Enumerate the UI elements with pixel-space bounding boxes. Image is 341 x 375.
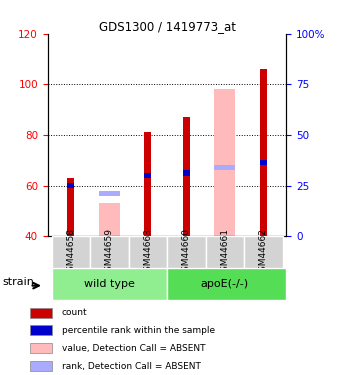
Bar — [30, 343, 52, 353]
Text: GSM44658: GSM44658 — [66, 228, 75, 277]
Bar — [51, 236, 90, 268]
Bar — [99, 203, 120, 236]
Bar — [260, 69, 267, 236]
Bar — [30, 326, 52, 336]
Text: wild type: wild type — [84, 279, 135, 289]
Bar — [144, 132, 151, 236]
Text: strain: strain — [2, 278, 34, 288]
Text: value, Detection Call = ABSENT: value, Detection Call = ABSENT — [61, 344, 205, 353]
Bar — [30, 308, 52, 318]
Text: GSM44661: GSM44661 — [220, 228, 229, 277]
Text: GSM44659: GSM44659 — [105, 228, 114, 277]
Text: GSM44662: GSM44662 — [259, 228, 268, 277]
Bar — [260, 160, 267, 165]
Bar — [51, 268, 167, 300]
Bar — [214, 165, 235, 170]
Text: percentile rank within the sample: percentile rank within the sample — [61, 326, 214, 335]
Bar — [206, 236, 244, 268]
Bar — [30, 361, 52, 371]
Title: GDS1300 / 1419773_at: GDS1300 / 1419773_at — [99, 20, 236, 33]
Bar — [244, 236, 283, 268]
Bar — [214, 90, 235, 236]
Bar — [167, 268, 286, 300]
Text: apoE(-/-): apoE(-/-) — [201, 279, 249, 289]
Bar — [99, 190, 120, 196]
Bar — [68, 183, 74, 188]
Text: count: count — [61, 308, 87, 317]
Bar — [183, 170, 190, 176]
Bar — [90, 236, 129, 268]
Text: rank, Detection Call = ABSENT: rank, Detection Call = ABSENT — [61, 362, 201, 370]
Bar — [167, 236, 206, 268]
Bar — [129, 236, 167, 268]
Text: GSM44660: GSM44660 — [182, 228, 191, 277]
Bar — [183, 117, 190, 236]
Text: GSM44663: GSM44663 — [143, 228, 152, 277]
Bar — [68, 178, 74, 236]
Bar — [144, 173, 151, 178]
